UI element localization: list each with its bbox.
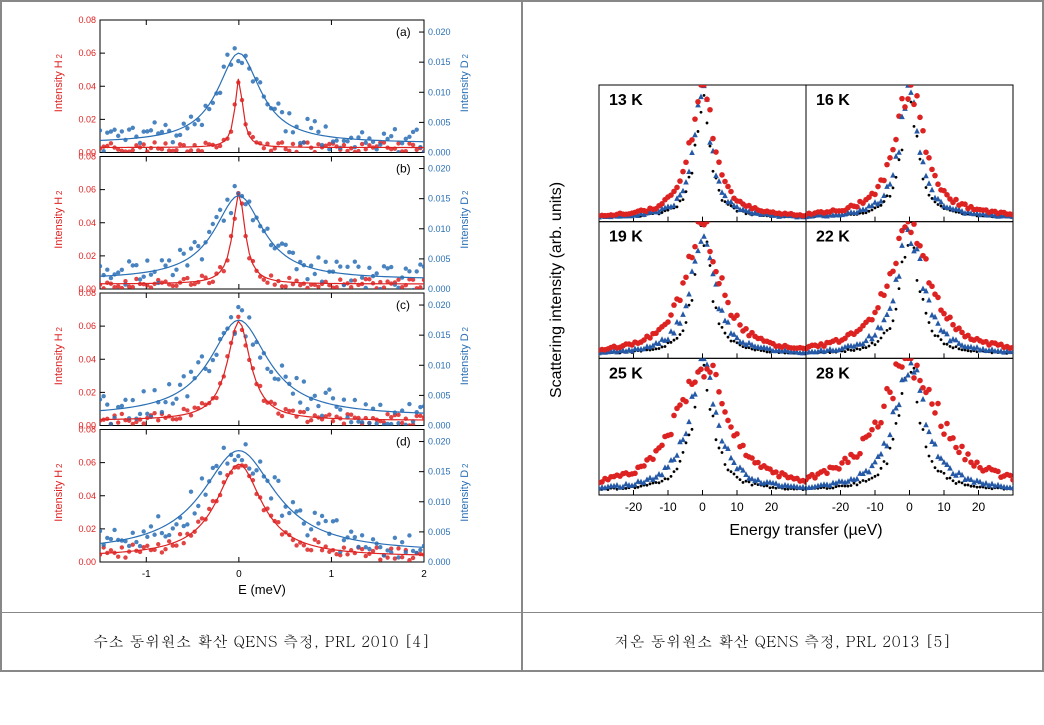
svg-text:0.04: 0.04 [78,81,96,91]
svg-text:2: 2 [461,463,470,468]
svg-text:10: 10 [937,500,951,514]
svg-text:Intensity D: Intensity D [459,60,471,112]
svg-text:0.010: 0.010 [428,497,451,507]
svg-text:0.04: 0.04 [78,491,96,501]
svg-text:0.015: 0.015 [428,330,451,340]
svg-text:0.010: 0.010 [428,224,451,234]
svg-text:2: 2 [461,190,470,195]
svg-text:0.04: 0.04 [78,218,96,228]
svg-text:Intensity H: Intensity H [53,60,65,112]
svg-text:-20: -20 [831,500,849,514]
svg-text:0.010: 0.010 [428,360,451,370]
svg-text:2: 2 [55,463,64,468]
svg-text:0.02: 0.02 [78,524,96,534]
svg-text:-1: -1 [141,569,150,580]
svg-text:25 K: 25 K [609,365,643,382]
svg-text:0.015: 0.015 [428,467,451,477]
svg-text:(c): (c) [396,298,410,312]
svg-text:0.000: 0.000 [428,421,451,431]
svg-text:0.005: 0.005 [428,254,451,264]
svg-text:2: 2 [421,569,427,580]
svg-text:Intensity D: Intensity D [459,470,471,522]
svg-text:0.020: 0.020 [428,300,451,310]
figure-table: 0.00 0.02 0.04 0.06 0.08 0.000 0.005 0.010 0.015… [0,0,1044,672]
left-cell: 0.00 0.02 0.04 0.06 0.08 0.000 0.005 0.010 0.015… [1,1,522,671]
svg-text:Scattering intensity (arb. uni: Scattering intensity (arb. units) [548,182,565,398]
svg-text:0.020: 0.020 [428,437,451,447]
svg-text:Intensity D: Intensity D [459,197,471,249]
svg-text:0.005: 0.005 [428,117,451,127]
svg-text:0.08: 0.08 [78,15,96,25]
left-caption: 수소 동위원소 확산 QENS 측정, PRL 2010 [4] [2,612,521,670]
svg-text:13 K: 13 K [609,92,643,109]
svg-text:-10: -10 [659,500,677,514]
svg-text:0.005: 0.005 [428,390,451,400]
svg-text:-10: -10 [866,500,884,514]
svg-text:0.015: 0.015 [428,57,451,67]
svg-text:20: 20 [971,500,985,514]
svg-text:19 K: 19 K [609,229,643,246]
svg-text:0.02: 0.02 [78,251,96,261]
svg-text:Intensity H: Intensity H [53,333,65,385]
left-qens-chart: 0.00 0.02 0.04 0.06 0.08 0.000 0.005 0.010 0.015… [42,12,482,602]
svg-text:0.010: 0.010 [428,87,451,97]
svg-text:0.04: 0.04 [78,354,96,364]
svg-text:0: 0 [906,500,913,514]
svg-text:0.08: 0.08 [78,425,96,435]
svg-text:0.000: 0.000 [428,148,451,158]
svg-text:2: 2 [55,190,64,195]
svg-text:0.000: 0.000 [428,284,451,294]
svg-text:0: 0 [699,500,706,514]
svg-text:0.005: 0.005 [428,527,451,537]
svg-text:1: 1 [328,569,334,580]
svg-text:2: 2 [55,53,64,58]
svg-text:20: 20 [764,500,778,514]
svg-text:E (meV): E (meV) [238,582,286,597]
right-figure-area: Scattering intensity (arb. units) Energy … [523,2,1042,612]
svg-text:0.06: 0.06 [78,458,96,468]
svg-text:2: 2 [461,53,470,58]
svg-text:0.06: 0.06 [78,321,96,331]
right-caption: 저온 동위원소 확산 QENS 측정, PRL 2013 [5] [523,612,1042,670]
right-qens-chart: Scattering intensity (arb. units) Energy … [543,67,1023,547]
svg-text:(d): (d) [396,435,411,449]
svg-text:(a): (a) [396,25,411,39]
svg-text:0.02: 0.02 [78,387,96,397]
svg-text:28 K: 28 K [816,365,850,382]
svg-text:2: 2 [55,326,64,331]
svg-text:0.00: 0.00 [78,557,96,567]
svg-text:0.000: 0.000 [428,557,451,567]
svg-text:0: 0 [236,569,242,580]
svg-text:(b): (b) [396,162,411,176]
svg-text:22 K: 22 K [816,229,850,246]
svg-text:Intensity H: Intensity H [53,197,65,249]
left-figure-area: 0.00 0.02 0.04 0.06 0.08 0.000 0.005 0.010 0.015… [2,2,521,612]
svg-text:0.08: 0.08 [78,288,96,298]
svg-text:Energy transfer (µeV): Energy transfer (µeV) [729,522,882,539]
svg-text:0.06: 0.06 [78,185,96,195]
svg-text:Intensity H: Intensity H [53,470,65,522]
svg-text:-20: -20 [624,500,642,514]
svg-text:10: 10 [730,500,744,514]
right-cell: Scattering intensity (arb. units) Energy … [522,1,1043,671]
svg-text:0.06: 0.06 [78,48,96,58]
svg-text:2: 2 [461,326,470,331]
svg-text:0.015: 0.015 [428,194,451,204]
svg-text:0.08: 0.08 [78,152,96,162]
svg-text:16 K: 16 K [816,92,850,109]
svg-text:0.020: 0.020 [428,27,451,37]
svg-text:0.02: 0.02 [78,114,96,124]
svg-text:Intensity D: Intensity D [459,333,471,385]
svg-text:0.020: 0.020 [428,164,451,174]
